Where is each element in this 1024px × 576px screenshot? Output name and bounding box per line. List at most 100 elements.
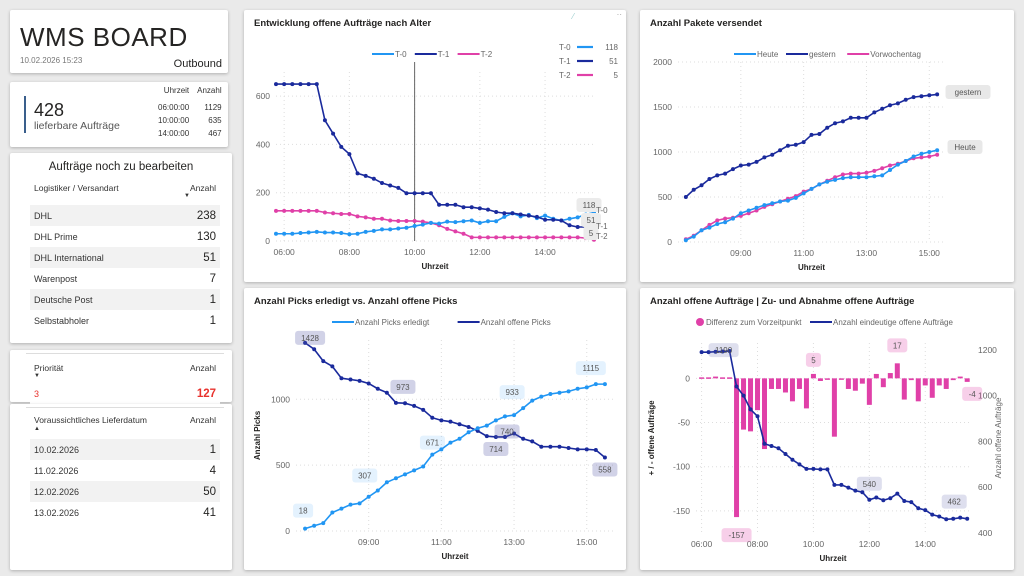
series-Heute-point [903,159,908,163]
table-row[interactable]: Warenpost 7 [30,268,220,289]
bar [817,378,823,381]
bar [901,378,907,400]
series-gestern-point [683,195,688,199]
cell-count: 50 [203,485,216,498]
series-gestern-point [762,155,767,160]
series-T-1-point [551,217,556,222]
series-Heute-point [927,150,932,154]
chart-picks-card[interactable]: Anzahl Picks erledigt vs. Anzahl offene … [244,288,626,570]
series-done-picks-point [384,480,389,485]
series-Heute-point [746,208,751,213]
sort-asc-icon: ▲ [34,426,40,432]
y2-axis-title: Anzahl offene Aufträge [994,397,1003,478]
series-open-picks-point [539,444,544,449]
series-open-picks-point [384,390,389,395]
focus-mode-icon[interactable]: ⁄ [572,12,574,21]
more-options-icon[interactable]: ·· [616,10,622,19]
series-open-picks-point [448,419,453,424]
x-tick-label: 13:00 [856,248,878,258]
series-gestern-point [864,115,869,120]
series-gestern-point [778,148,783,153]
table-row[interactable]: DHL 238 [30,205,220,226]
series-T-2-point [314,208,319,213]
chart-delta-card[interactable]: Anzahl offene Aufträge | Zu- und Abnahme… [640,288,1014,570]
data-label: 462 [948,498,962,507]
series-open-orders-point [916,506,921,511]
series-Heute-point [817,182,822,187]
chart-packages-card[interactable]: Anzahl Pakete versendet 0 500 1000 1500 2000… [640,10,1014,282]
series-T-1-point [543,217,548,222]
table-row[interactable]: 13.02.2026 41 [30,502,220,523]
bar [775,378,781,389]
chart-delta-svg: -150 -100 -50 0 06:00 08:00 10:00 12:00 14:00 Uhr… [647,318,1003,563]
bar [748,378,754,432]
series-gestern-point [840,119,845,124]
series-gestern-point [935,92,940,97]
chart-age-card[interactable]: Entwicklung offene Aufträge nach Alter ⁄… [244,10,626,282]
series-open-orders-point [699,350,704,355]
series-open-picks-point [575,447,580,452]
series-open-orders-point [797,462,802,467]
series-T-1-point [404,191,409,196]
series-T-2-point [290,208,295,213]
x-tick-label: 09:00 [358,537,380,547]
x-axis-title: Uhrzeit [421,262,448,271]
x-tick-label: 10:00 [803,539,825,549]
y2-tick-label: 600 [978,482,992,492]
data-label-bg [805,352,821,367]
series-done-picks-point [466,430,471,435]
series-open-orders-point [937,514,942,519]
col-header-date[interactable]: Voraussichtliches Lieferdatum ▲ [34,415,147,432]
table-row[interactable]: 10.02.2026 1 [30,439,220,460]
series-open-orders-point [839,482,844,487]
series-open-orders-point [706,350,711,355]
series-T-2-point [363,215,368,220]
col-header-count[interactable]: Anzahl [190,363,216,373]
series-T-0-point [445,219,450,224]
bar [964,378,970,382]
col-header-count[interactable]: Anzahl [190,415,216,425]
series-open-orders-point [965,516,970,521]
series-done-picks-point [484,423,489,428]
series-done-picks-point [457,436,462,441]
series-open-orders-point [734,384,739,389]
table-row[interactable]: 12.02.2026 50 [30,481,220,502]
col-header-carrier[interactable]: Logistiker / Versandart [34,183,119,193]
kpi-col-time[interactable]: Uhrzeit [163,86,190,95]
series-Heute-point [911,154,916,159]
series-gestern-point [793,142,798,147]
series-Heute-point [715,222,720,226]
series-Vorwochentag-point [848,171,853,176]
series-done-picks-point [530,398,535,403]
col-header-priority[interactable]: Priorität ▼ [34,363,63,379]
table-row[interactable]: 3 127 [30,383,220,404]
data-label: 933 [505,388,519,397]
bar [734,378,740,518]
table-row[interactable]: 11.02.2026 4 [30,460,220,481]
series-gestern-point [848,115,853,120]
series-T-2-point [461,231,466,236]
kpi-col-count[interactable]: Anzahl [197,86,222,95]
col-header-count[interactable]: Anzahl ▼ [184,183,216,199]
bar [880,378,886,388]
bar [838,378,844,380]
data-label: 5 [811,356,816,365]
series-done-picks-point [575,386,580,391]
data-label: 558 [598,465,612,474]
series-open-orders-point [769,444,774,449]
table-row[interactable]: DHL International 51 [30,247,220,268]
series-open-picks-point [303,340,308,345]
series-gestern-point [872,110,877,115]
series-T-0-point [575,215,580,220]
table-row[interactable]: DHL Prime 130 [30,226,220,247]
series-T-2-point [380,216,384,221]
bar [782,378,788,393]
bar [727,377,733,379]
x-tick-label: 11:00 [793,248,814,258]
series-open-orders-point [755,414,760,419]
series-T-1-point [274,82,278,87]
bar [831,378,837,437]
y2-tick-label: 800 [978,436,992,446]
table-row[interactable]: Selbstabholer 1 [30,310,220,331]
table-row[interactable]: Deutsche Post 1 [30,289,220,310]
